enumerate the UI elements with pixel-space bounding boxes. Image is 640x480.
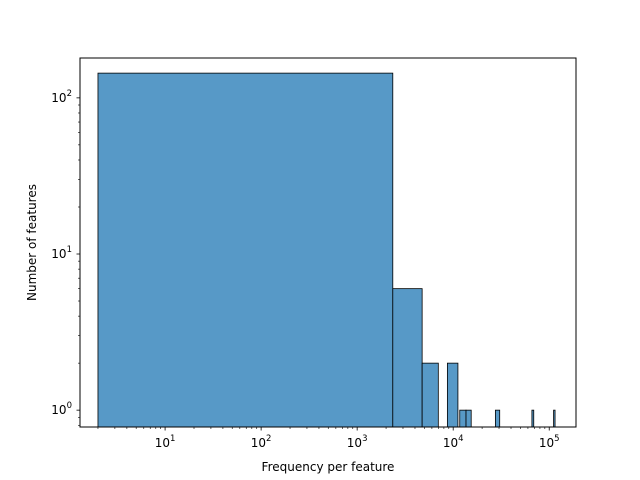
y-axis-label: Number of features	[25, 184, 39, 301]
y-tick-label: 100	[51, 401, 72, 417]
bars-group	[97, 72, 556, 428]
x-axis-label: Frequency per feature	[262, 460, 395, 474]
histogram-bar	[97, 72, 394, 428]
y-tick-label: 102	[51, 89, 72, 105]
histogram-bar	[459, 409, 467, 428]
histogram-bar	[421, 362, 439, 428]
x-tick-label: 101	[155, 434, 176, 450]
x-tick-label: 103	[347, 434, 368, 450]
histogram-bar	[553, 409, 556, 428]
x-tick-label: 102	[251, 434, 272, 450]
histogram-bar	[531, 409, 535, 428]
x-tick-label: 105	[539, 434, 560, 450]
x-axis-ticks: 101 102 103 104 105	[97, 427, 560, 450]
histogram-bar	[494, 409, 501, 428]
histogram-bar	[392, 288, 423, 428]
x-tick-label: 104	[443, 434, 464, 450]
y-tick-label: 101	[51, 245, 72, 261]
y-axis-ticks: 100 101 102	[51, 89, 80, 426]
histogram-bar	[465, 409, 472, 428]
histogram-bar	[446, 362, 459, 428]
